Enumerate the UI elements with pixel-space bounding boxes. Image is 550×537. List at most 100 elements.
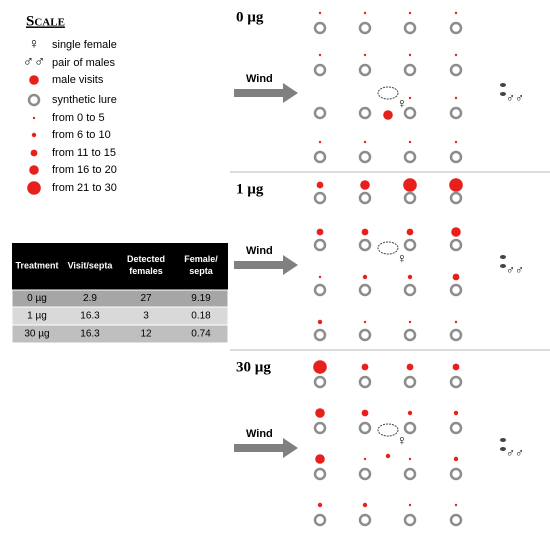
table-cell: 16.3	[80, 311, 100, 322]
treatment-label: 1 µg	[236, 181, 264, 197]
synthetic-lure	[403, 150, 417, 164]
synthetic-lure	[449, 191, 463, 205]
male-symbol: ♂♂	[506, 263, 524, 277]
scale-label: from 21 to 30	[52, 182, 117, 194]
table-header-bg	[12, 243, 228, 290]
scale-label: male visits	[52, 74, 104, 86]
male-icon	[500, 447, 506, 451]
wind-arrow	[234, 438, 298, 458]
male-visit	[363, 11, 367, 15]
male-visit	[27, 181, 41, 195]
wind-label: Wind	[246, 73, 273, 85]
male-icon	[500, 438, 506, 442]
synthetic-lure	[449, 63, 463, 77]
synthetic-lure	[27, 93, 41, 107]
synthetic-lure	[313, 375, 327, 389]
male-visit	[363, 140, 367, 144]
male-visit	[361, 409, 369, 417]
male-visit	[318, 11, 322, 15]
table-cell: 0.18	[191, 311, 211, 322]
scale-label: from 6 to 10	[52, 129, 111, 141]
synthetic-lure	[358, 150, 372, 164]
table-header: Female/septa	[184, 254, 218, 276]
table-header: Treatment	[15, 260, 58, 270]
synthetic-lure	[313, 63, 327, 77]
wind-arrow	[234, 255, 298, 275]
synthetic-lure	[358, 375, 372, 389]
female-icon	[377, 423, 399, 437]
male-visit	[454, 320, 458, 324]
male-visit	[29, 165, 39, 175]
synthetic-lure	[403, 328, 417, 342]
synthetic-lure	[358, 63, 372, 77]
table-cell: 0 µg	[27, 293, 47, 304]
scale-symbol: ♀	[28, 36, 39, 52]
synthetic-lure	[313, 106, 327, 120]
male-visit	[316, 181, 324, 189]
male-visit	[363, 320, 367, 324]
synthetic-lure	[358, 106, 372, 120]
scale-symbol: ♂♂	[23, 54, 46, 70]
male-visit	[383, 110, 393, 120]
synthetic-lure	[313, 421, 327, 435]
synthetic-lure	[403, 238, 417, 252]
male-visit	[363, 457, 367, 461]
synthetic-lure	[449, 467, 463, 481]
synthetic-lure	[449, 21, 463, 35]
scale-label: from 11 to 15	[52, 147, 116, 159]
female-symbol: ♀	[397, 97, 408, 112]
synthetic-lure	[449, 513, 463, 527]
treatment-label: 0 µg	[236, 9, 264, 25]
table-cell: 3	[143, 311, 149, 322]
male-visit	[31, 132, 37, 138]
synthetic-lure	[313, 191, 327, 205]
synthetic-lure	[403, 375, 417, 389]
scale-label: from 0 to 5	[52, 112, 105, 124]
wind-label: Wind	[246, 428, 273, 440]
male-visit	[317, 502, 323, 508]
male-visit	[30, 149, 38, 157]
table-cell: 0.74	[191, 329, 211, 340]
male-visit	[454, 140, 458, 144]
female-symbol: ♀	[397, 434, 408, 449]
synthetic-lure	[313, 238, 327, 252]
male-visit	[407, 274, 413, 280]
male-visit	[407, 410, 413, 416]
male-symbol: ♂♂	[506, 91, 524, 105]
synthetic-lure	[358, 21, 372, 35]
male-visit	[454, 53, 458, 57]
synthetic-lure	[358, 467, 372, 481]
male-visit	[452, 273, 460, 281]
synthetic-lure	[403, 513, 417, 527]
male-visit	[408, 320, 412, 324]
female-symbol: ♀	[397, 252, 408, 267]
male-icon	[500, 92, 506, 96]
male-visit	[406, 363, 414, 371]
male-visit	[363, 53, 367, 57]
synthetic-lure	[313, 150, 327, 164]
synthetic-lure	[403, 467, 417, 481]
synthetic-lure	[449, 375, 463, 389]
scale-label: from 16 to 20	[52, 164, 117, 176]
synthetic-lure	[358, 421, 372, 435]
scale-label: synthetic lure	[52, 94, 117, 106]
male-visit	[454, 11, 458, 15]
synthetic-lure	[449, 150, 463, 164]
male-visit	[452, 363, 460, 371]
male-symbol: ♂♂	[506, 446, 524, 460]
male-visit	[385, 453, 391, 459]
male-visit	[451, 227, 461, 237]
synthetic-lure	[358, 513, 372, 527]
male-visit	[453, 410, 459, 416]
male-visit	[316, 228, 324, 236]
synthetic-lure	[449, 283, 463, 297]
male-visit	[453, 456, 459, 462]
synthetic-lure	[403, 21, 417, 35]
synthetic-lure	[449, 328, 463, 342]
male-visit	[361, 363, 369, 371]
synthetic-lure	[403, 63, 417, 77]
synthetic-lure	[403, 191, 417, 205]
male-visit	[318, 53, 322, 57]
synthetic-lure	[313, 328, 327, 342]
